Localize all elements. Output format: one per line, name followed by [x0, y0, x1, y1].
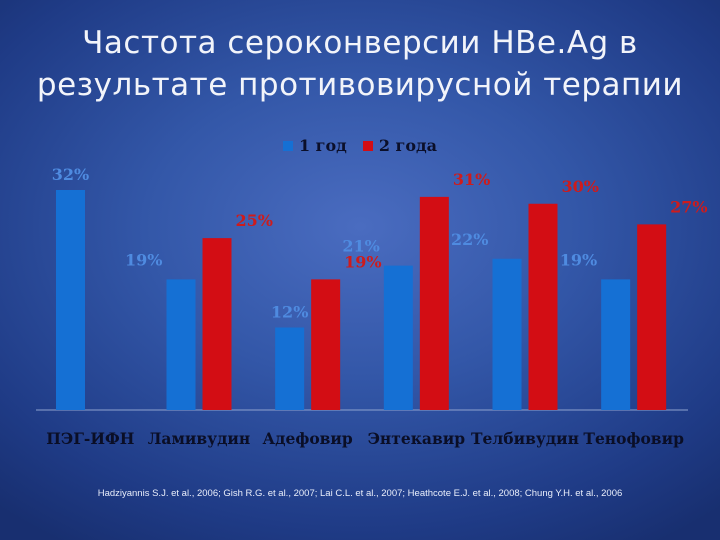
title-line-2: результате противовирусной терапии [36, 67, 684, 103]
page-title: Частота сероконверсии HBe.Ag в результат… [20, 22, 700, 106]
x-tick-label-2: Ламивудин [148, 429, 251, 448]
x-tick-label-5: Телбивудин [471, 429, 579, 448]
bar-series-2-2 [202, 238, 232, 410]
legend-swatch-series-2 [362, 140, 373, 151]
bar-series-2-5 [528, 203, 558, 410]
data-label-series-1-2: 19% [125, 250, 162, 269]
chart-legend: 1 год 2 года [0, 136, 720, 155]
legend-item-series-2: 2 года [362, 136, 438, 155]
source-citation: Hadziyannis S.J. et al., 2006; Gish R.G.… [97, 488, 623, 499]
data-label-series-2-6: 27% [670, 197, 707, 216]
data-label-series-2-5: 30% [562, 177, 599, 196]
bar-series-2-3 [311, 279, 341, 410]
data-label-series-2-4: 31% [453, 170, 490, 189]
bar-series-1-6 [601, 279, 631, 410]
data-label-series-2-2: 25% [236, 211, 273, 230]
legend-label-series-1: 1 год [298, 136, 347, 155]
x-tick-label-1: ПЭГ-ИФН [46, 429, 134, 448]
x-tick-label-4: Энтекавир [368, 429, 466, 448]
bar-series-1-1 [56, 190, 85, 410]
legend-label-series-2: 2 года [378, 136, 438, 155]
data-label-series-1-5: 22% [451, 230, 488, 249]
legend-item-series-1: 1 год [282, 136, 347, 155]
bar-series-1-4 [383, 265, 413, 410]
data-label-series-2-3: 19% [344, 252, 381, 271]
x-tick-label-3: Адефовир [263, 429, 353, 448]
data-label-series-1-4: 21% [342, 237, 379, 256]
bar-series-1-2 [166, 279, 196, 410]
data-label-series-1-3: 12% [271, 303, 308, 322]
data-label-series-1-6: 19% [560, 250, 597, 269]
data-label-series-1-1: 32% [52, 165, 89, 184]
bar-series-1-5 [492, 258, 522, 410]
title-line-1: Частота сероконверсии HBe.Ag в [82, 25, 638, 61]
bar-series-2-6 [637, 224, 667, 410]
legend-swatch-series-1 [282, 140, 293, 151]
bar-series-2-4 [419, 196, 449, 410]
x-tick-label-6: Тенофовир [583, 429, 684, 448]
bar-series-1-3 [275, 327, 305, 410]
